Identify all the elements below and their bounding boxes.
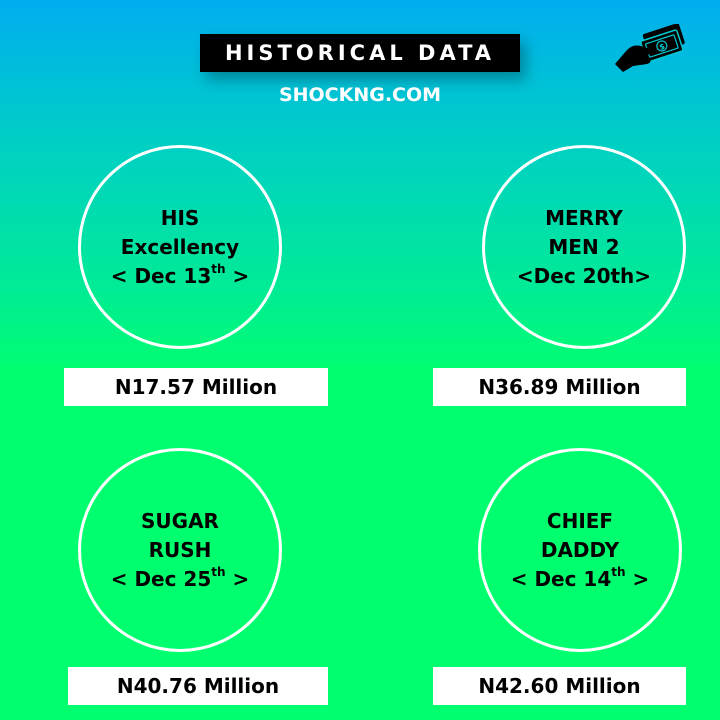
movie-circle-chief-daddy: CHIEF DADDY < Dec 14th > xyxy=(478,448,682,652)
release-date: < Dec 25th > xyxy=(110,564,250,591)
box-office-amount: N42.60 Million xyxy=(433,667,686,705)
release-date: < Dec 14th > xyxy=(510,564,650,591)
box-office-amount: N17.57 Million xyxy=(64,368,328,406)
movie-title-line1: SUGAR xyxy=(141,508,219,533)
release-date: < Dec 13th > xyxy=(110,261,250,288)
box-office-amount: N40.76 Million xyxy=(68,667,328,705)
hand-money-icon: $ xyxy=(615,24,685,72)
movie-title-line1: MERRY xyxy=(545,205,623,230)
movie-title-line2: DADDY xyxy=(540,537,620,562)
movie-title-line1: HIS xyxy=(160,205,200,230)
movie-circle-sugar-rush: SUGAR RUSH < Dec 25th > xyxy=(78,448,282,652)
movie-circle-his-excellency: HIS Excellency < Dec 13th > xyxy=(78,145,282,349)
movie-circle-merry-men-2: MERRY MEN 2 <Dec 20th> xyxy=(482,145,686,349)
page-title: HISTORICAL DATA xyxy=(200,34,520,72)
movie-title-line2: MEN 2 xyxy=(548,234,620,259)
movie-title-line2: RUSH xyxy=(148,537,212,562)
site-subtitle: SHOCKNG.COM xyxy=(278,84,442,106)
svg-text:$: $ xyxy=(658,42,666,52)
movie-title-line2: Excellency xyxy=(120,234,240,259)
release-date: <Dec 20th> xyxy=(516,263,652,288)
box-office-amount: N36.89 Million xyxy=(433,368,686,406)
movie-title-line1: CHIEF xyxy=(546,508,614,533)
